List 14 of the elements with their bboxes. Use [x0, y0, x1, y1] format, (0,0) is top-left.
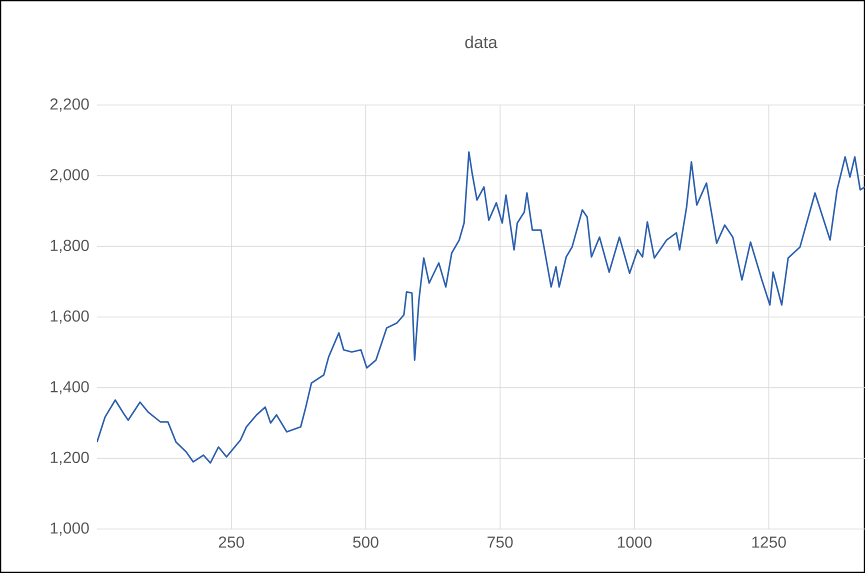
x-tick-label: 500	[353, 536, 378, 548]
x-tick-label: 1250	[752, 536, 786, 548]
chart-title: data	[465, 36, 498, 48]
y-tick-label: 1,800	[50, 240, 89, 253]
y-tick-label: 2,000	[50, 169, 89, 182]
x-tick-label: 750	[488, 536, 513, 548]
line-series	[97, 151, 865, 464]
y-tick-label: 2,200	[50, 98, 89, 112]
y-tick-label: 1,000	[50, 522, 89, 536]
x-tick-label: 250	[218, 536, 244, 548]
y-tick-label: 1,600	[50, 310, 89, 324]
y-tick-label: 1,200	[50, 452, 89, 465]
y-tick-label: 1,400	[50, 381, 89, 394]
x-tick-label: 1000	[618, 536, 652, 548]
